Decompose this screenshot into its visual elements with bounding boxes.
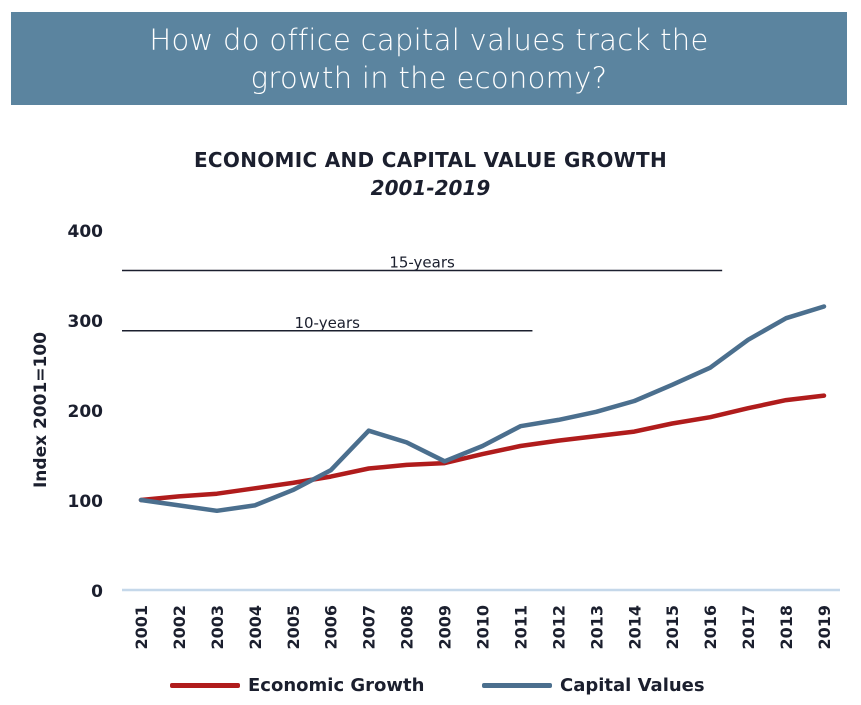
banner-title: How do office capital values track the g…: [149, 22, 709, 95]
x-tick-label: 2003: [208, 605, 227, 650]
x-tick-label: 2019: [815, 605, 834, 650]
y-tick-label: 100: [68, 492, 104, 512]
x-tick-label: 2014: [625, 605, 644, 650]
x-tick-label: 2005: [284, 605, 303, 650]
x-tick-label: 2004: [246, 605, 265, 650]
annotation-label: 10-years: [294, 314, 360, 332]
y-tick-label: 200: [68, 402, 104, 422]
legend-swatch-capital-values: [482, 682, 552, 688]
x-tick-label: 2006: [322, 605, 341, 650]
series-line-economic-growth: [138, 393, 827, 503]
legend-item-capital-values: Capital Values: [482, 672, 705, 698]
y-tick-label: 300: [68, 312, 104, 332]
title-banner: How do office capital values track the g…: [11, 12, 847, 105]
x-tick-label: 2016: [701, 605, 720, 650]
x-tick-label: 2007: [360, 605, 379, 650]
x-tick-label: 2017: [739, 605, 758, 650]
x-tick-label: 2008: [398, 605, 417, 650]
x-tick-label: 2013: [587, 605, 606, 650]
y-axis-label: Index 2001=100: [31, 332, 51, 488]
x-tick-label: 2015: [663, 605, 682, 650]
legend-item-economic-growth: Economic Growth: [170, 672, 424, 698]
annotation-label: 15-years: [389, 254, 455, 272]
y-tick-label: 0: [91, 582, 103, 602]
x-tick-label: 2018: [777, 605, 796, 650]
legend-label-economic-growth: Economic Growth: [248, 674, 425, 696]
x-tick-label: 2002: [170, 605, 189, 650]
x-tick-label: 2010: [474, 605, 493, 650]
series-line-capital-values: [138, 304, 827, 514]
chart-subtitle: 2001-2019: [370, 176, 491, 200]
legend-swatch-economic-growth: [170, 682, 240, 688]
chart-title: ECONOMIC AND CAPITAL VALUE GROWTH: [193, 148, 668, 172]
y-tick-label: 400: [68, 222, 104, 242]
legend-label-capital-values: Capital Values: [560, 674, 705, 696]
x-tick-label: 2011: [511, 605, 530, 650]
x-tick-label: 2001: [132, 605, 151, 650]
x-tick-label: 2009: [436, 605, 455, 650]
x-tick-label: 2012: [549, 605, 568, 650]
